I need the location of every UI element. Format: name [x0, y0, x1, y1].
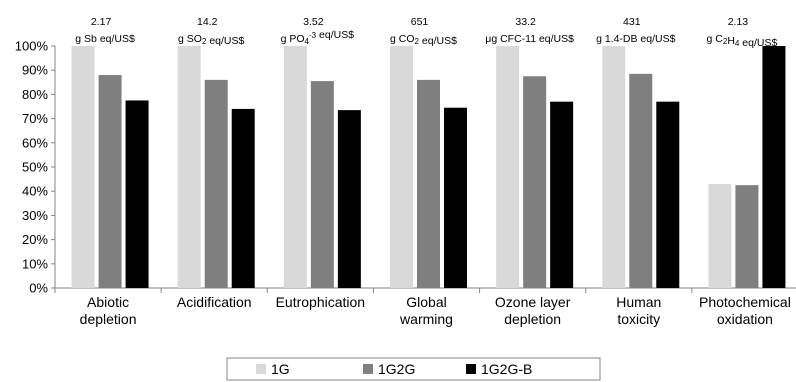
annotation-unit: μg CFC-11 eq/US$	[485, 33, 574, 45]
bar-1g	[496, 46, 520, 288]
category-label: oxidation	[717, 311, 773, 327]
bar-1g	[71, 46, 95, 288]
y-tick-label: 100%	[15, 39, 49, 54]
bar-1g2g-b	[550, 101, 574, 288]
bar-1g2g	[310, 81, 334, 288]
bar-1g2g-b	[231, 108, 255, 288]
annotation-value: 2.17	[91, 16, 112, 28]
y-tick-label: 50%	[22, 160, 48, 175]
legend-label-1g2g-b: 1G2G-B	[481, 361, 532, 377]
y-tick-label: 80%	[22, 87, 48, 102]
legend-swatch-1g2g	[363, 364, 373, 374]
annotation-value: 33.2	[515, 16, 536, 28]
annotation-value: 431	[623, 16, 641, 28]
annotation-layer: 2.17 g Sb eq/US$ 14.2 g SO2 eq/US$ 3.52g PO4…	[75, 16, 777, 49]
legend-label-1g: 1G	[271, 361, 290, 377]
bar-1g2g-b	[337, 110, 361, 288]
bar-1g2g	[204, 79, 228, 288]
annotation-value: 3.52	[303, 16, 324, 28]
bar-1g2g-b	[762, 46, 786, 288]
y-tick-label: 10%	[22, 256, 48, 271]
annotation-unit: g C2H4 eq/US$	[707, 33, 778, 49]
bar-1g2g-b	[125, 100, 149, 288]
bar-1g2g	[735, 185, 759, 288]
legend-swatch-1g2g-b	[466, 364, 476, 374]
bar-1g	[177, 46, 201, 288]
category-label: Ozone layer	[495, 294, 571, 310]
y-tick-label: 20%	[22, 232, 48, 247]
legend: 1G 1G2G 1G2G-B	[226, 357, 601, 381]
category-label: toxicity	[617, 311, 660, 327]
category-label: Acidification	[177, 294, 252, 310]
bar-layer	[71, 46, 786, 289]
category-label: Eutrophication	[276, 294, 366, 310]
annotation-unit: g PO4-3 eq/US$	[281, 29, 355, 46]
bar-1g	[283, 46, 307, 288]
legend-label-1g2g: 1G2G	[378, 361, 415, 377]
category-label: depletion	[80, 311, 137, 327]
annotation-value: 651	[411, 16, 429, 28]
annotation-unit: g 1.4-DB eq/US$	[596, 33, 676, 45]
y-tick-label: 90%	[22, 63, 48, 78]
bar-1g2g-b	[656, 101, 680, 288]
bar-1g	[602, 46, 626, 288]
legend-box	[226, 357, 601, 381]
y-tick-label: 0%	[29, 281, 48, 296]
category-label: depletion	[504, 311, 561, 327]
y-tick-label: 70%	[22, 111, 48, 126]
annotation-value: 14.2	[197, 16, 218, 28]
category-label: Abiotic	[87, 294, 129, 310]
category-label: warming	[399, 311, 453, 327]
y-tick-label: 30%	[22, 208, 48, 223]
bar-1g2g	[417, 79, 440, 288]
annotation-unit: g Sb eq/US$	[75, 33, 135, 45]
bar-1g2g	[98, 75, 122, 288]
annotation-unit: g CO2 eq/US$	[390, 33, 457, 47]
y-tick-label: 60%	[22, 135, 48, 150]
bar-1g2g	[523, 76, 547, 288]
annotation-value: 2.13	[728, 16, 749, 28]
y-tick-label: 40%	[22, 184, 48, 199]
category-label: Global	[406, 294, 446, 310]
annotation-unit: g SO2 eq/US$	[178, 33, 244, 47]
bar-1g	[708, 183, 732, 288]
legend-swatch-1g	[256, 364, 266, 374]
category-label: Photochemical	[699, 294, 791, 310]
bar-1g	[390, 46, 413, 288]
bar-1g2g	[629, 73, 653, 288]
category-label: Human	[616, 294, 661, 310]
bar-1g2g-b	[444, 107, 467, 289]
